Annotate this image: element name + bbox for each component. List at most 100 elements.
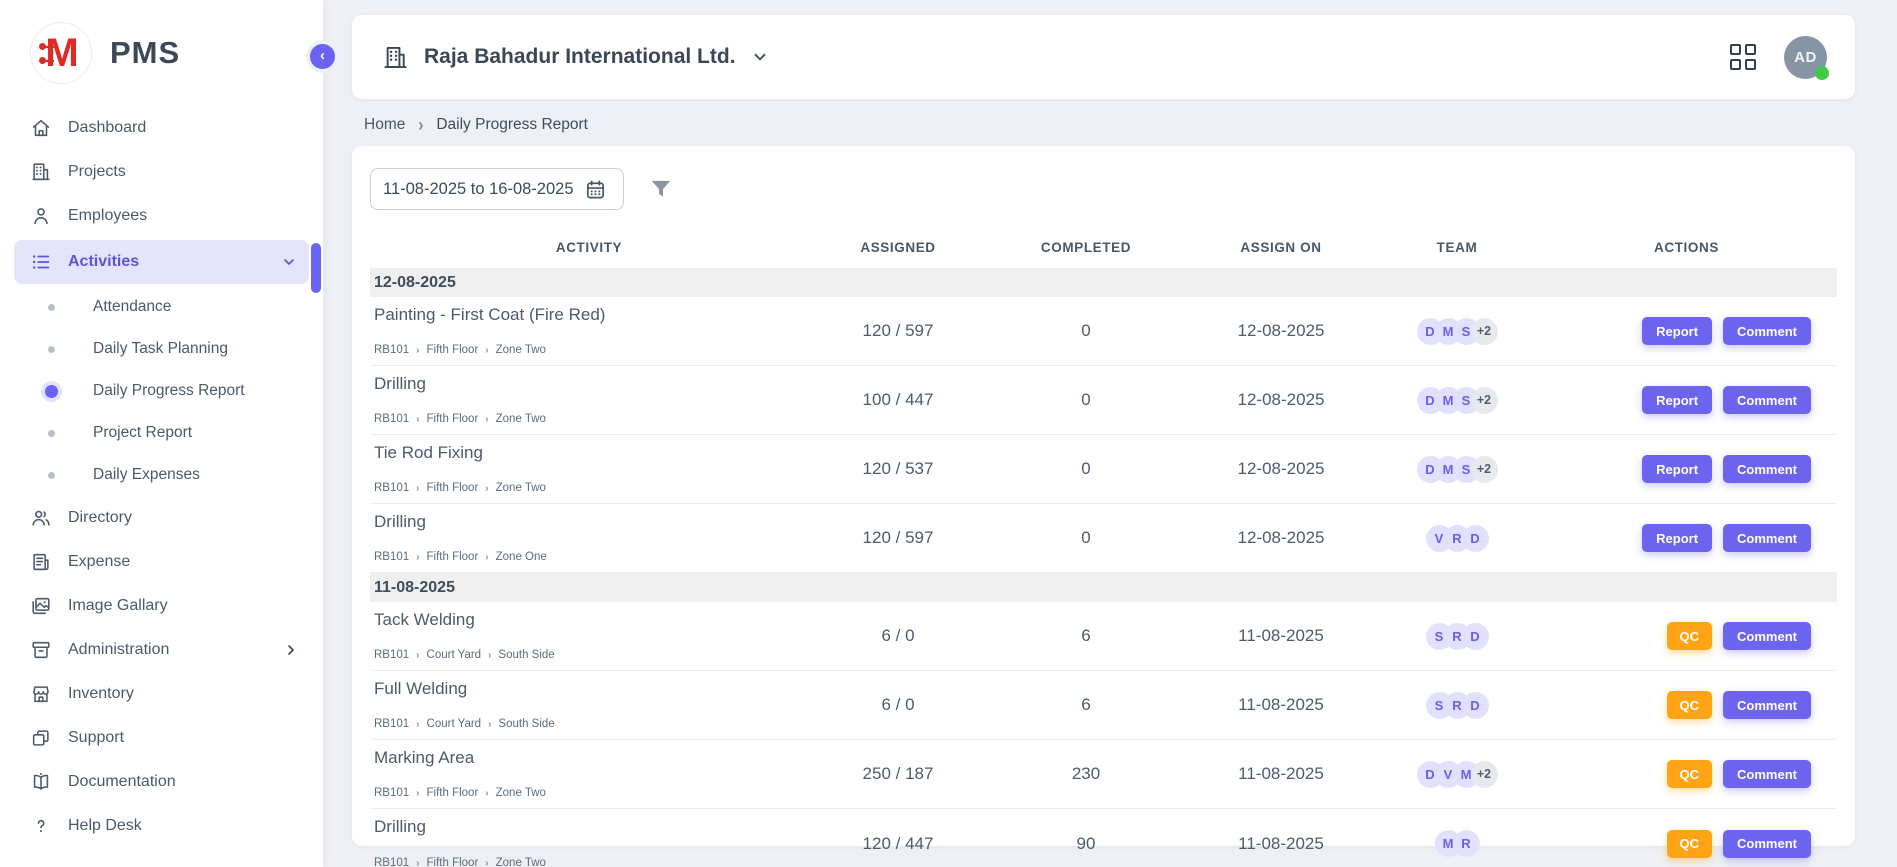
sidebar-item-projects[interactable]: Projects xyxy=(0,150,323,194)
comment-button[interactable]: Comment xyxy=(1723,829,1811,858)
path-chevron-icon: › xyxy=(416,344,420,356)
apps-grid-icon[interactable] xyxy=(1730,44,1756,70)
activity-title: Drilling xyxy=(374,512,426,531)
completed-value: 6 xyxy=(1081,626,1091,645)
report-button[interactable]: Report xyxy=(1642,317,1713,345)
sidebar-item-activities[interactable]: Activities xyxy=(14,240,309,284)
location-crumb: RB101 xyxy=(374,857,410,867)
chevron-down-icon xyxy=(281,254,297,270)
team-extra-badge[interactable]: +2 xyxy=(1470,386,1498,414)
activity-cell: Drilling RB101 › Fifth Floor › Zone Two xyxy=(370,809,808,867)
location-crumb: RB101 xyxy=(374,649,410,661)
assigned-value: 6 / 0 xyxy=(881,695,915,714)
qc-button[interactable]: QC xyxy=(1666,829,1713,858)
sidebar-collapse-button[interactable]: ‹ xyxy=(306,40,339,73)
sidebar-item-help-desk[interactable]: Help Desk xyxy=(0,804,323,848)
archive-icon xyxy=(30,639,52,661)
calendar-icon[interactable] xyxy=(584,178,607,201)
report-button[interactable]: Report xyxy=(1642,386,1713,414)
sidebar-active-indicator xyxy=(311,243,321,293)
sidebar-item-expense[interactable]: Expense xyxy=(0,540,323,584)
assigned-value: 100 / 447 xyxy=(862,390,934,409)
sidebar-item-dashboard[interactable]: Dashboard xyxy=(0,106,323,150)
sidebar-item-support[interactable]: Support xyxy=(0,716,323,760)
sidebar-item-label: Administration xyxy=(68,641,170,658)
comment-button[interactable]: Comment xyxy=(1723,317,1811,345)
company-selector[interactable]: Raja Bahadur International Ltd. xyxy=(382,44,769,71)
user-avatar[interactable]: AD xyxy=(1784,35,1829,80)
sidebar-item-documentation[interactable]: Documentation xyxy=(0,760,323,804)
sidebar-item-label: Support xyxy=(68,729,125,746)
comment-button[interactable]: Comment xyxy=(1723,524,1811,552)
assign-on-date: 11-08-2025 xyxy=(1238,626,1324,645)
sidebar-item-image-gallary[interactable]: Image Gallary xyxy=(0,584,323,628)
filter-row: 11-08-2025 to 16-08-2025 xyxy=(370,168,1837,210)
column-header-completed: COMPLETED xyxy=(1040,239,1132,255)
assign-on-date: 12-08-2025 xyxy=(1237,528,1325,547)
filter-funnel-icon[interactable] xyxy=(648,176,674,202)
store-icon xyxy=(30,683,52,705)
breadcrumb-home[interactable]: Home xyxy=(364,116,406,133)
main-area: Raja Bahadur International Ltd. AD Home … xyxy=(323,0,1897,867)
sidebar-item-directory[interactable]: Directory xyxy=(0,496,323,540)
team-extra-badge[interactable]: +2 xyxy=(1470,760,1498,788)
activity-title: Painting - First Coat (Fire Red) xyxy=(374,305,606,324)
path-chevron-icon: › xyxy=(416,718,420,730)
date-range-value: 11-08-2025 to 16-08-2025 xyxy=(383,179,574,198)
sidebar-subitem-daily-expenses[interactable]: Daily Expenses xyxy=(0,454,323,496)
qc-button[interactable]: QC xyxy=(1666,691,1713,719)
activity-location-path: RB101 › Court Yard › South Side xyxy=(374,718,808,730)
sidebar-item-administration[interactable]: Administration xyxy=(0,628,323,672)
table-row: Drilling RB101 › Fifth Floor › Zone Two 120 … xyxy=(370,809,1837,867)
assign-on-date: 12-08-2025 xyxy=(1237,459,1325,478)
comment-button[interactable]: Comment xyxy=(1723,760,1811,788)
sidebar-subitem-daily-progress-report[interactable]: Daily Progress Report xyxy=(0,370,323,412)
column-header-actions: ACTIONS xyxy=(1654,239,1719,255)
location-crumb: Fifth Floor xyxy=(426,857,479,867)
sidebar-item-inventory[interactable]: Inventory xyxy=(0,672,323,716)
activity-location-path: RB101 › Fifth Floor › Zone Two xyxy=(374,344,808,356)
sidebar-item-employees[interactable]: Employees xyxy=(0,194,323,238)
team-cell: D M S +2 xyxy=(1378,455,1536,483)
receipt-icon xyxy=(30,551,52,573)
date-range-input[interactable]: 11-08-2025 to 16-08-2025 xyxy=(370,168,624,210)
report-button[interactable]: Report xyxy=(1642,524,1713,552)
team-cell: D M S +2 xyxy=(1378,317,1536,345)
qc-button[interactable]: QC xyxy=(1666,622,1713,650)
report-button[interactable]: Report xyxy=(1642,455,1713,483)
table-row: Tie Rod Fixing RB101 › Fifth Floor › Zone Tw… xyxy=(370,435,1837,504)
comment-button[interactable]: Comment xyxy=(1723,622,1811,650)
bullet-dot-icon xyxy=(48,471,55,479)
table-row: Full Welding RB101 › Court Yard › South Side… xyxy=(370,671,1837,740)
activity-cell: Painting - First Coat (Fire Red) RB101 › F… xyxy=(370,297,808,365)
activity-cell: Full Welding RB101 › Court Yard › South Side xyxy=(370,671,808,739)
location-crumb: Zone Two xyxy=(495,787,546,799)
comment-button[interactable]: Comment xyxy=(1723,691,1811,719)
team-extra-badge[interactable]: +2 xyxy=(1470,317,1498,345)
sidebar-subitem-daily-task-planning[interactable]: Daily Task Planning xyxy=(0,328,323,370)
sidebar-subitem-project-report[interactable]: Project Report xyxy=(0,412,323,454)
home-icon xyxy=(30,117,52,139)
qc-button[interactable]: QC xyxy=(1666,760,1713,788)
topbar: Raja Bahadur International Ltd. AD xyxy=(352,15,1855,99)
assign-on-date: 11-08-2025 xyxy=(1238,764,1324,783)
location-crumb: South Side xyxy=(498,649,555,661)
comment-button[interactable]: Comment xyxy=(1723,455,1811,483)
completed-value: 0 xyxy=(1081,459,1091,478)
team-cell: D M S +2 xyxy=(1378,386,1536,414)
location-crumb: Zone One xyxy=(495,551,547,563)
date-group-header: 12-08-2025 xyxy=(370,268,1837,297)
comment-button[interactable]: Comment xyxy=(1723,386,1811,414)
actions-cell: QC Comment xyxy=(1536,829,1837,858)
column-header-activity: ACTIVITY xyxy=(555,239,623,255)
table-body: 12-08-2025 Painting - First Coat (Fire R… xyxy=(370,268,1837,867)
sidebar-subitem-attendance[interactable]: Attendance xyxy=(0,286,323,328)
activity-location-path: RB101 › Fifth Floor › Zone Two xyxy=(374,857,808,867)
team-extra-badge[interactable]: +2 xyxy=(1470,455,1498,483)
logo-circuit-dot xyxy=(39,57,46,64)
activity-location-path: RB101 › Fifth Floor › Zone Two xyxy=(374,787,808,799)
assign-on-date: 12-08-2025 xyxy=(1237,390,1325,409)
path-chevron-icon: › xyxy=(416,482,420,494)
